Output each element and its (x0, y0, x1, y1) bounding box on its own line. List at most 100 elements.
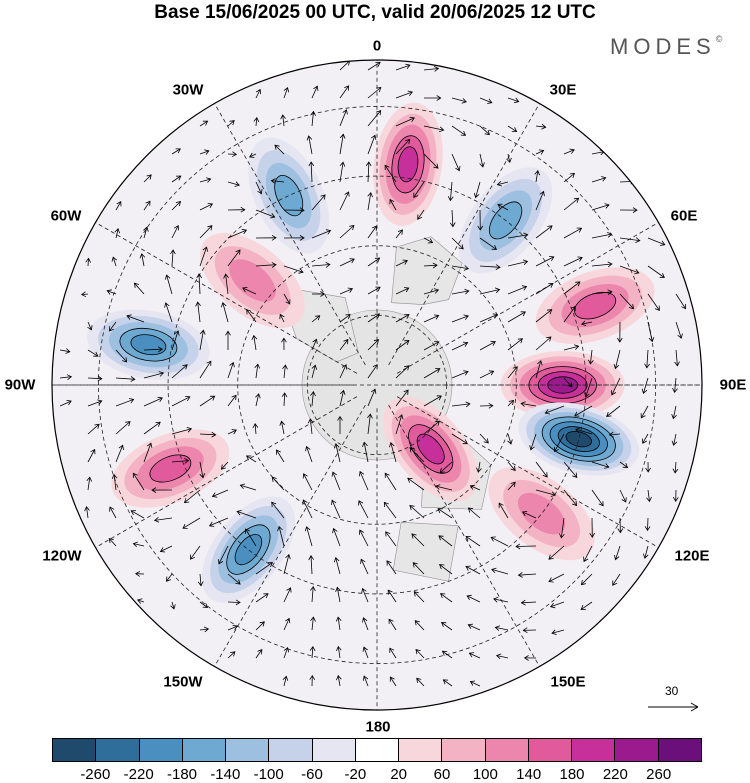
wind-arrow (591, 151, 605, 155)
wind-arrow-head (270, 178, 276, 184)
wind-arrow (385, 531, 397, 547)
colorbar-tick-label: -180 (166, 766, 198, 783)
wind-arrow-head (153, 516, 160, 523)
wind-arrow-head (202, 120, 209, 126)
wind-arrow (309, 418, 313, 435)
wind-arrow (283, 87, 288, 99)
wind-arrow (221, 461, 229, 470)
wind-arrow-head (279, 313, 285, 320)
wind-arrow (493, 598, 509, 603)
wind-arrow-head (460, 130, 467, 136)
colorbar-swatch (139, 739, 183, 761)
wind-arrow-head (607, 232, 613, 238)
wind-arrow (507, 482, 516, 491)
wind-arrow-head (522, 627, 528, 634)
wind-arrow-head (304, 526, 311, 532)
wind-arrow-head (435, 368, 441, 373)
wind-arrow (283, 587, 291, 603)
wind-arrow (563, 281, 581, 295)
wind-arrow (143, 443, 152, 463)
wind-arrow (166, 274, 173, 295)
lon-label-150e: 150E (550, 673, 586, 691)
wind-arrow (535, 283, 554, 295)
colorbar-swatch (442, 739, 486, 761)
wind-arrow (227, 249, 241, 267)
meridian-line (396, 222, 659, 374)
wind-arrow (359, 529, 369, 547)
colorbar-ticks: -260 -220 -180 -140 -100 -60 -20 20 60 100 140 180 2… (52, 766, 702, 783)
wind-arrow (227, 625, 238, 631)
wind-arrow-head (493, 596, 499, 603)
wind-arrow-head (642, 438, 648, 444)
wind-arrow-head (544, 409, 550, 415)
wind-arrow (311, 391, 314, 407)
wind-arrow-head (465, 401, 471, 408)
wind-arrow (255, 181, 262, 194)
wind-arrow-head (176, 175, 182, 181)
wind-arrow (647, 265, 665, 278)
wind-arrow-head (671, 440, 678, 446)
wind-arrow-head (310, 585, 316, 592)
wind-arrow (197, 302, 201, 323)
wind-arrow (591, 489, 604, 507)
wind-arrow (423, 153, 439, 169)
wind-arrow (395, 117, 415, 127)
wind-arrow (246, 309, 257, 323)
wind-arrow-head (404, 365, 410, 371)
lon-label-90e: 90E (719, 376, 747, 394)
wind-arrow-head (200, 329, 206, 335)
wind-arrow (141, 253, 145, 267)
wind-arrow (387, 589, 397, 603)
wind-arrow-head (175, 148, 181, 154)
wind-arrow-head (388, 618, 394, 624)
wind-arrow-head (654, 305, 660, 312)
wind-arrow (395, 414, 403, 435)
wind-arrow (465, 566, 481, 575)
wind-arrow-head (325, 262, 331, 268)
wind-arrow (479, 289, 500, 295)
wind-arrow-head (681, 303, 687, 310)
wind-arrow (367, 135, 376, 155)
wind-arrow-head (517, 338, 523, 344)
wind-arrow (126, 315, 145, 323)
wind-arrow-head (106, 289, 112, 295)
wind-arrow (87, 423, 100, 435)
wind-arrow-head (90, 448, 96, 455)
wind-arrow (227, 651, 236, 659)
wind-arrow-head (462, 341, 469, 347)
wind-arrow (154, 517, 173, 521)
wind-arrow (246, 455, 257, 463)
wind-arrow (227, 229, 247, 239)
wind-arrow-head (182, 364, 188, 370)
wind-arrow (184, 489, 201, 503)
wind-arrow (590, 349, 593, 365)
wind-arrow-head (529, 445, 535, 451)
wind-arrow (143, 397, 163, 407)
wind-arrow (171, 330, 179, 351)
wind-arrow (171, 428, 192, 435)
wind-arrow (535, 336, 552, 351)
wind-arrow-head (607, 261, 613, 268)
wind-arrow-head (551, 629, 557, 635)
wind-arrow-head (549, 602, 556, 609)
wind-arrow-head (484, 129, 490, 136)
wind-arrow-head (94, 423, 100, 429)
wind-arrow (470, 681, 481, 687)
wind-arrow-head (310, 391, 316, 397)
wind-arrow-head (383, 501, 389, 508)
wind-arrow (497, 181, 509, 186)
wind-arrow-head (584, 392, 590, 398)
wind-arrow-head (488, 402, 494, 409)
wind-arrow (227, 120, 235, 127)
wind-arrow-head (373, 339, 380, 345)
wind-arrow (563, 257, 583, 267)
wind-arrow-head (335, 586, 341, 592)
wind-arrow-head (672, 387, 678, 394)
wind-arrow (336, 587, 341, 603)
wind-arrow (423, 289, 439, 295)
wind-arrow-head (409, 504, 415, 511)
wind-arrow-head (496, 181, 503, 187)
wind-arrow-head (487, 98, 493, 104)
wind-arrow (395, 340, 410, 351)
wind-arrow (551, 629, 565, 634)
